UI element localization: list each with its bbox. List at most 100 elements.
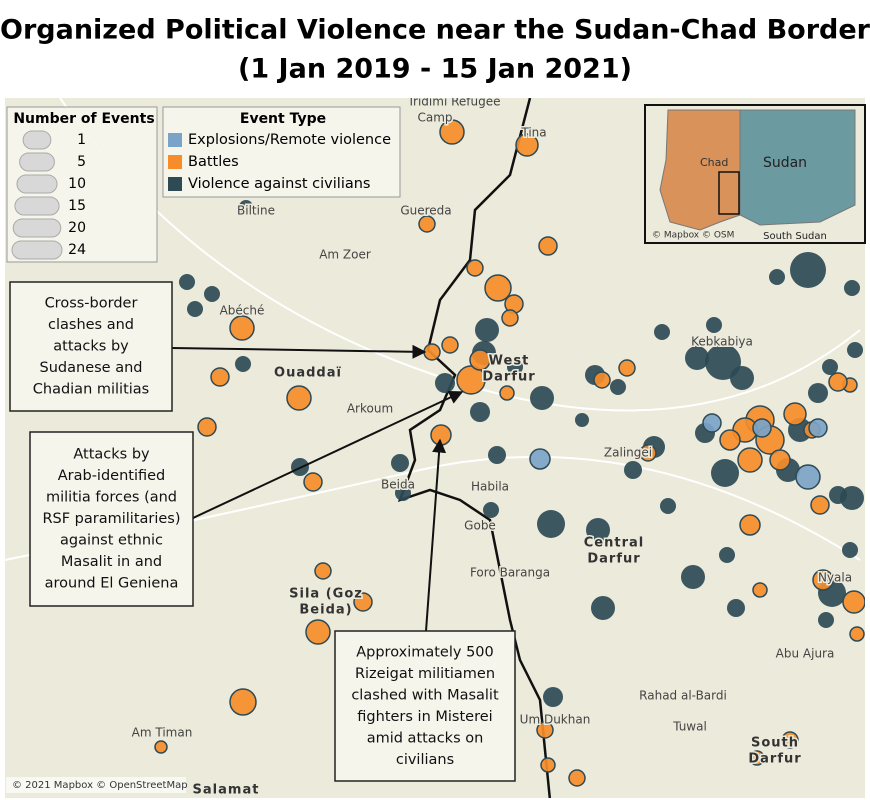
place-label: Abu Ajura bbox=[776, 647, 835, 661]
event-dot bbox=[235, 356, 251, 372]
annotation-text: Approximately 500 bbox=[356, 644, 494, 660]
place-label: Tina bbox=[520, 126, 546, 140]
event-dot bbox=[711, 459, 739, 487]
event-dot bbox=[719, 547, 735, 563]
place-label: Tuwal bbox=[672, 720, 707, 734]
type-label: Battles bbox=[188, 154, 239, 170]
event-dot bbox=[685, 346, 709, 370]
event-dot bbox=[488, 446, 506, 464]
annotation-arrow bbox=[425, 438, 447, 632]
annotation-arrow bbox=[192, 391, 464, 519]
size-swatch bbox=[16, 174, 58, 194]
event-dot bbox=[610, 379, 626, 395]
event-dot bbox=[739, 514, 761, 536]
event-dot bbox=[719, 429, 741, 451]
event-dot bbox=[822, 359, 838, 375]
event-dot bbox=[187, 301, 203, 317]
annotation-text: around El Geniena bbox=[45, 576, 179, 592]
event-dot bbox=[681, 565, 705, 589]
place-label: Darfur bbox=[482, 370, 535, 385]
type-swatch bbox=[168, 177, 182, 191]
event-dot bbox=[543, 687, 563, 707]
event-dot bbox=[795, 464, 821, 490]
annotation-text: Attacks by bbox=[73, 447, 150, 463]
event-dot bbox=[849, 626, 865, 642]
event-dot bbox=[466, 259, 484, 277]
place-label: Am Zoer bbox=[319, 248, 371, 262]
event-dot bbox=[783, 402, 807, 426]
event-dot bbox=[470, 402, 490, 422]
annotation-text: Arab-identified bbox=[58, 468, 166, 484]
inset-label: Chad bbox=[700, 156, 728, 169]
event-dot bbox=[808, 383, 828, 403]
event-dot bbox=[537, 510, 565, 538]
event-dot bbox=[435, 373, 455, 393]
event-dot bbox=[483, 502, 499, 518]
annotation-text: attacks by bbox=[53, 339, 129, 355]
place-label: Am Timan bbox=[132, 726, 193, 740]
place-label: Biltine bbox=[237, 204, 275, 218]
size-label: 20 bbox=[68, 220, 86, 236]
place-label: Abéché bbox=[220, 304, 265, 318]
event-dot bbox=[305, 619, 331, 645]
annotation-text: Chadian militias bbox=[33, 382, 149, 398]
place-label: Salamat bbox=[193, 783, 260, 798]
event-dot bbox=[844, 280, 860, 296]
chad-shape bbox=[659, 109, 741, 231]
annotation-box bbox=[29, 431, 194, 607]
legend-box bbox=[162, 106, 401, 198]
event-dot bbox=[752, 418, 772, 438]
place-label: Gobe bbox=[464, 519, 496, 533]
event-dot bbox=[812, 569, 834, 591]
inset-label: Sudan bbox=[763, 155, 807, 171]
inset-focus bbox=[718, 171, 740, 215]
event-dot bbox=[752, 582, 768, 598]
event-dot bbox=[439, 119, 465, 145]
event-dot bbox=[197, 417, 217, 437]
legend-title: Event Type bbox=[240, 111, 326, 127]
event-dot bbox=[441, 336, 459, 354]
event-dot bbox=[423, 343, 441, 361]
event-dot bbox=[624, 461, 642, 479]
type-swatch bbox=[168, 133, 182, 147]
event-dot bbox=[353, 592, 373, 612]
place-label: Rahad al-Bardi bbox=[639, 689, 727, 703]
places: Iridimi Refugee Camp Tina Biltine Guereda Am … bbox=[130, 98, 853, 798]
place-label: Foro Baranga bbox=[470, 566, 550, 580]
event-dot bbox=[737, 447, 763, 473]
event-dot bbox=[749, 750, 765, 766]
event-dot bbox=[536, 721, 554, 739]
event-dot bbox=[705, 344, 741, 380]
event-dot bbox=[469, 349, 491, 371]
event-dot bbox=[654, 324, 670, 340]
place-label: Um Dukhan bbox=[520, 713, 591, 727]
event-dot bbox=[840, 486, 864, 510]
type-swatch bbox=[168, 155, 182, 169]
annotation-box bbox=[9, 281, 173, 412]
event-dot bbox=[229, 688, 257, 716]
annotation-text: amid attacks on bbox=[367, 730, 484, 746]
event-dot bbox=[501, 309, 519, 327]
size-swatch bbox=[14, 196, 60, 216]
annotation-text: Rizeigat militiamen bbox=[355, 666, 495, 682]
event-dot bbox=[660, 498, 676, 514]
annotation-text: RSF paramilitaries) bbox=[42, 511, 180, 527]
event-dot bbox=[706, 317, 722, 333]
event-dot bbox=[430, 424, 452, 446]
event-dot bbox=[730, 366, 754, 390]
place-label: Guereda bbox=[400, 204, 451, 218]
event-dot bbox=[484, 274, 512, 302]
annotation-text: against ethnic bbox=[60, 533, 163, 549]
size-label: 15 bbox=[68, 198, 86, 214]
annotation-arrow bbox=[171, 344, 427, 359]
event-dot bbox=[575, 413, 589, 427]
event-dot bbox=[179, 274, 195, 290]
size-swatch bbox=[22, 130, 52, 150]
event-dot bbox=[540, 757, 556, 773]
attribution-bg bbox=[6, 777, 186, 793]
size-label: 1 bbox=[77, 132, 86, 148]
size-swatch bbox=[12, 218, 62, 238]
size-label: 5 bbox=[77, 154, 86, 170]
